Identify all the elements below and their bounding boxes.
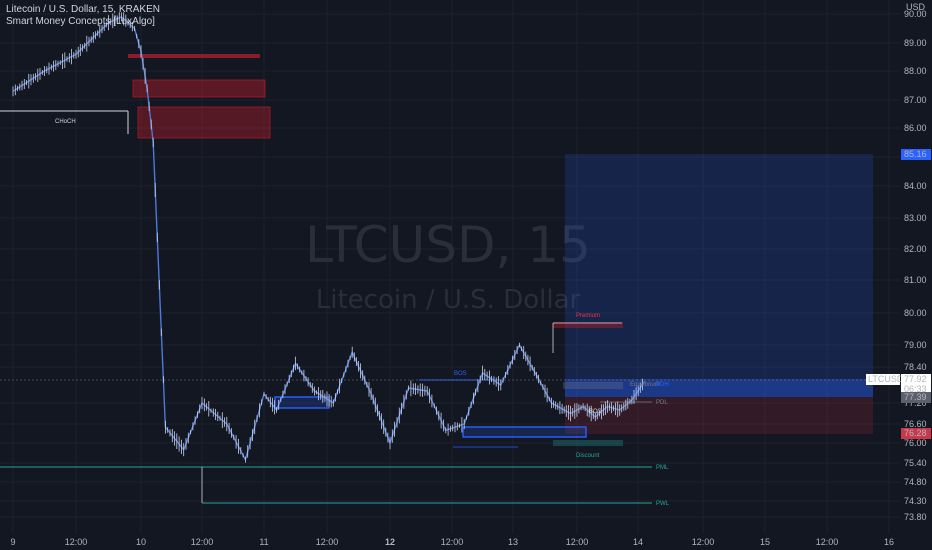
pdl-price-tag: [901, 392, 931, 403]
time-tick-label: 12:00: [816, 537, 839, 547]
symbol-tag-label: LTCUSD: [868, 374, 904, 384]
price-tick-label: 81.00: [904, 275, 927, 285]
time-tick-label: 12:00: [441, 537, 464, 547]
symbol-tag: [866, 374, 900, 385]
time-tick-label: 10: [136, 537, 146, 547]
price-tick-label: 84.00: [904, 181, 927, 191]
price-tick-label: 78.40: [904, 362, 927, 372]
price-tick-label: 76.60: [904, 419, 927, 429]
bos-label: BOS: [454, 371, 467, 377]
time-tick-label: 11: [259, 537, 268, 547]
bearish-order-block: [128, 54, 260, 58]
time-tick-label: 12: [385, 537, 395, 547]
price-tick-label: 74.30: [904, 496, 927, 506]
time-tick-label: 12:00: [566, 537, 589, 547]
price-tick-label: 87.00: [904, 95, 927, 105]
time-tick-label: 16: [884, 537, 894, 547]
countdown-value: 06:33: [904, 384, 927, 394]
bearish-order-block: [137, 106, 271, 139]
target-price-tag: [901, 149, 931, 160]
price-axis[interactable]: [900, 0, 932, 550]
price-line: [12, 16, 646, 461]
time-tick-label: 9: [10, 537, 15, 547]
price-tick-label: 76.00: [904, 438, 927, 448]
long-position-stop-zone[interactable]: [565, 397, 873, 434]
price-tick-label: 90.00: [904, 9, 927, 19]
indicator-name[interactable]: Smart Money Concepts [LuxAlgo]: [6, 16, 155, 27]
premium-zone: [553, 322, 623, 328]
price-tick-label: 80.00: [904, 308, 927, 318]
time-axis-labels: 9 12:00 10 12:00 11 12:00 12 12:00 13 12:00 14 12:0…: [10, 537, 894, 547]
price-tick-label: 73.80: [904, 512, 927, 522]
price-tick-label: 86.00: [904, 123, 927, 133]
pwl-label: PWL: [656, 501, 670, 507]
pdl-price-value: 77.39: [904, 392, 927, 402]
time-tick-label: 12:00: [191, 537, 214, 547]
watermark-name: Litecoin / U.S. Dollar: [316, 285, 581, 315]
price-tick-label: 75.40: [904, 458, 927, 468]
last-price-value: 77.92: [904, 374, 927, 384]
stop-price-tag: [901, 428, 931, 439]
watermark-symbol: LTCUSD, 15: [305, 216, 591, 274]
pdl-label: PDL: [656, 400, 668, 406]
bearish-order-block: [132, 79, 266, 98]
long-position-target-zone[interactable]: [565, 154, 873, 397]
price-series: [12, 12, 646, 463]
currency-label: USD: [906, 2, 926, 12]
time-tick-label: 13: [508, 537, 518, 547]
time-tick-label: 12:00: [316, 537, 339, 547]
equilibrium-label: Equilibrium: [630, 382, 660, 388]
time-tick-label: 12:00: [692, 537, 715, 547]
bos-label-2: BOS: [589, 409, 602, 415]
discount-label: Discount: [576, 453, 600, 459]
bullish-order-block: [462, 426, 587, 438]
premium-label: Premium: [576, 313, 600, 319]
grid: [0, 0, 900, 534]
price-tick-label: 89.00: [904, 38, 927, 48]
time-axis[interactable]: [0, 534, 900, 550]
time-tick-label: 15: [760, 537, 770, 547]
time-tick-label: 12:00: [65, 537, 88, 547]
discount-zone: [553, 440, 623, 446]
price-tick-label: 82.00: [904, 244, 927, 254]
last-price-tag: [901, 374, 931, 395]
time-tick-label: 14: [633, 537, 643, 547]
equilibrium-zone: [563, 382, 623, 389]
chart-title: Litecoin / U.S. Dollar, 15, KRAKEN: [6, 4, 160, 15]
price-tick-label: 83.00: [904, 213, 927, 223]
choch-label: CHoCH: [55, 119, 76, 125]
target-price-value: 85.16: [904, 149, 927, 159]
price-tick-label: 79.00: [904, 340, 927, 350]
stop-price-value: 76.28: [904, 428, 927, 438]
pdh-label: PDH: [656, 382, 669, 388]
price-tick-label: 74.80: [904, 477, 927, 487]
pml-label: PML: [656, 465, 669, 471]
price-tick-label: 88.00: [904, 66, 927, 76]
